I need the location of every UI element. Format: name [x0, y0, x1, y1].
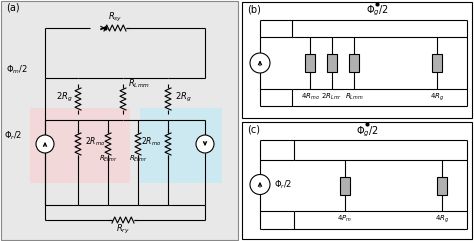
Bar [432, 54, 442, 72]
Bar [30, 108, 130, 183]
Text: $\Phi_r/2$: $\Phi_r/2$ [4, 130, 22, 142]
Bar [1, 1, 238, 240]
Bar [340, 176, 350, 194]
Bar [242, 122, 472, 239]
Text: $\Phi_r/2$: $\Phi_r/2$ [274, 179, 292, 191]
Text: $4R_g$: $4R_g$ [430, 92, 444, 103]
Circle shape [250, 174, 270, 194]
Circle shape [36, 135, 54, 153]
Text: $2R_{mo}$: $2R_{mo}$ [85, 135, 105, 147]
Text: $R_{Efmr}$: $R_{Efmr}$ [99, 154, 118, 164]
Text: $\Phi_g/2$: $\Phi_g/2$ [366, 3, 388, 18]
Circle shape [250, 53, 270, 73]
Text: $\Phi_g/2$: $\Phi_g/2$ [356, 124, 378, 139]
Bar [349, 54, 359, 72]
Text: $2R_g$: $2R_g$ [55, 90, 73, 103]
Bar [305, 54, 315, 72]
Bar [327, 54, 337, 72]
Text: $R_{Lmm}$: $R_{Lmm}$ [345, 92, 364, 102]
Circle shape [196, 135, 214, 153]
Bar [140, 108, 222, 183]
Text: $4R_{mo}$: $4R_{mo}$ [301, 92, 319, 102]
Text: $2R_g$: $2R_g$ [175, 90, 191, 103]
Text: (b): (b) [247, 4, 261, 14]
Text: $R_{Lmm}$: $R_{Lmm}$ [128, 77, 150, 89]
Text: $4P_m$: $4P_m$ [337, 214, 353, 224]
Text: $R_{sy}$: $R_{sy}$ [108, 11, 122, 25]
Text: $R_{ry}$: $R_{ry}$ [116, 223, 130, 236]
Text: (a): (a) [6, 3, 19, 13]
Text: $4R_g$: $4R_g$ [435, 214, 449, 225]
Bar [242, 2, 472, 118]
Bar [437, 176, 447, 194]
Text: (c): (c) [247, 124, 260, 134]
Text: $2R_{Lmr}$: $2R_{Lmr}$ [321, 92, 343, 102]
Text: $2R_{mo}$: $2R_{mo}$ [141, 135, 161, 147]
Text: $\Phi_m/2$: $\Phi_m/2$ [6, 64, 27, 76]
Text: $R_{Efmr}$: $R_{Efmr}$ [128, 154, 147, 164]
